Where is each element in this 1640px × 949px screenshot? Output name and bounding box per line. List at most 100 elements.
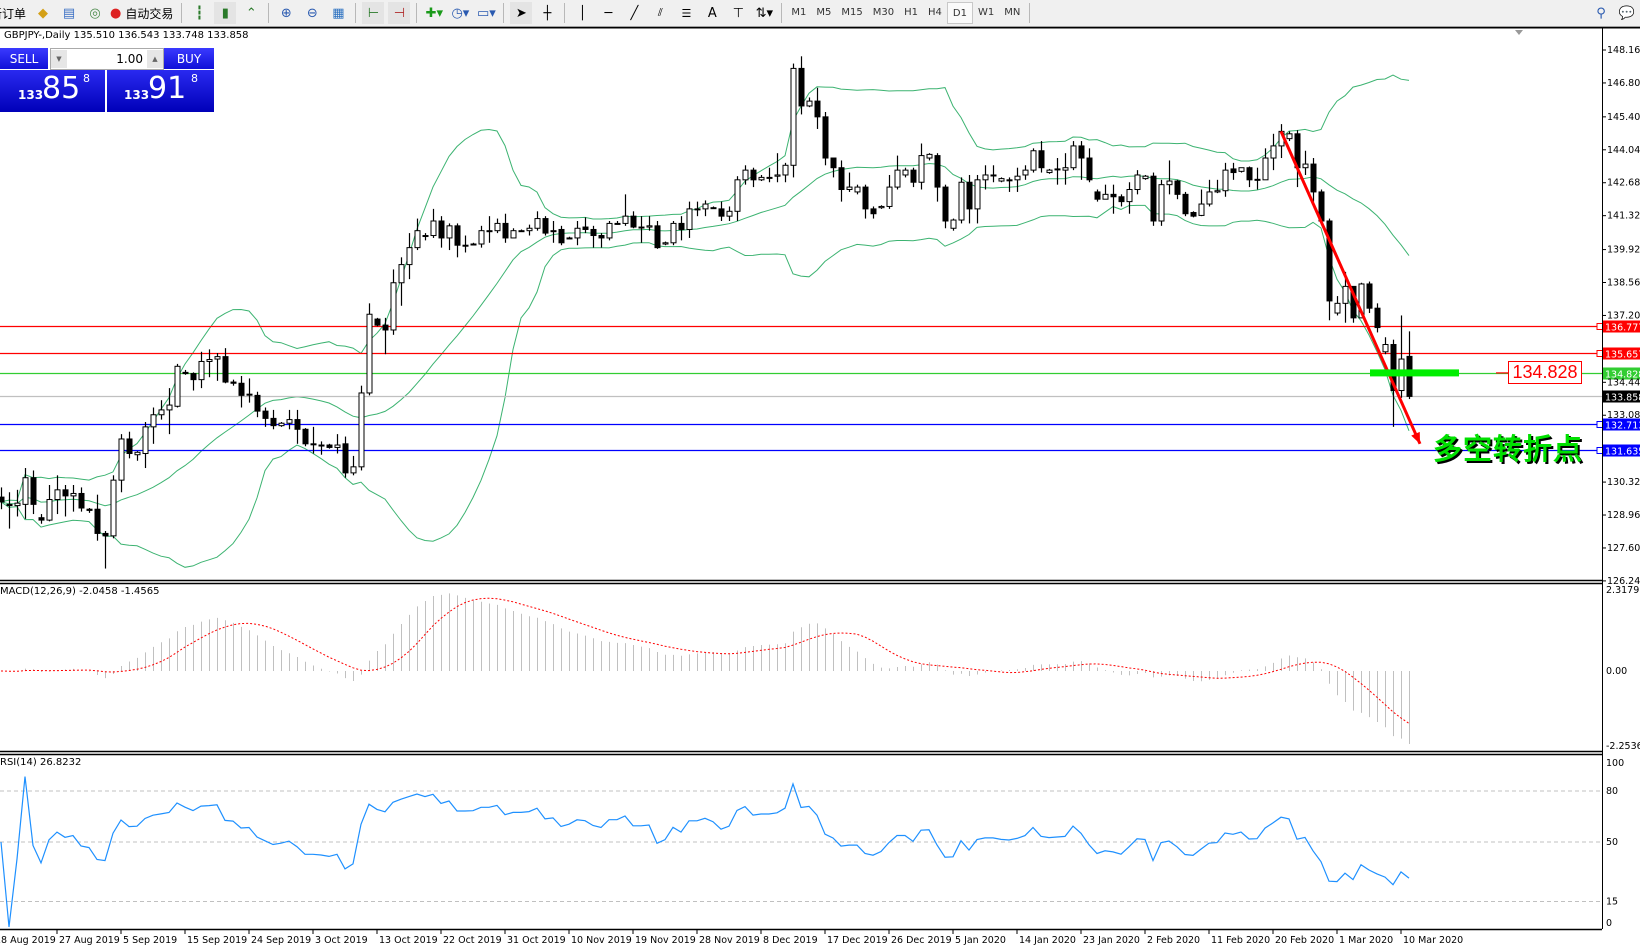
candle-body bbox=[678, 222, 685, 230]
candle bbox=[46, 484, 53, 522]
candle bbox=[950, 218, 957, 231]
candle bbox=[798, 56, 805, 115]
tile-windows-icon[interactable]: ▦ bbox=[332, 5, 345, 21]
chart-shift-icon[interactable]: ⊢ bbox=[362, 2, 385, 24]
zoom-in-icon[interactable]: ⊕ bbox=[280, 5, 292, 21]
timeframe-h1[interactable]: H1 bbox=[904, 6, 918, 18]
lot-increase-button[interactable]: ▲ bbox=[147, 50, 163, 68]
timeframe-m30[interactable]: M30 bbox=[872, 6, 895, 18]
sell-button[interactable]: SELL bbox=[0, 48, 48, 69]
candle bbox=[254, 391, 261, 418]
candle-body bbox=[670, 222, 677, 244]
bar-chart-icon[interactable]: ┇ bbox=[195, 5, 204, 21]
candle bbox=[6, 492, 13, 529]
fibonacci-icon[interactable]: ⫽ bbox=[657, 6, 663, 19]
sell-price-box[interactable]: 133 85 8 bbox=[0, 70, 105, 112]
candle-body bbox=[846, 186, 853, 191]
timeframe-w1[interactable]: W1 bbox=[977, 6, 995, 18]
timeframe-d1[interactable]: D1 bbox=[946, 2, 973, 24]
toolbar-separator bbox=[564, 3, 566, 23]
vertical-line-icon[interactable]: │ bbox=[578, 5, 587, 21]
candle bbox=[1254, 167, 1261, 190]
search-icon[interactable]: ⚲ bbox=[1596, 5, 1606, 21]
candle bbox=[270, 409, 277, 430]
timeframe-m5[interactable]: M5 bbox=[816, 6, 832, 18]
candle bbox=[550, 220, 557, 243]
crosshair-icon[interactable]: ┼ bbox=[543, 5, 552, 21]
price-axis-label: 127.600 bbox=[1607, 543, 1640, 554]
candle-body bbox=[918, 155, 925, 183]
candle-body bbox=[886, 186, 893, 207]
candle-body bbox=[902, 169, 909, 176]
candle bbox=[342, 436, 349, 478]
market-watch-icon[interactable]: ▤ bbox=[62, 5, 76, 21]
candle bbox=[958, 177, 965, 224]
candle bbox=[1366, 281, 1373, 314]
annotation-text[interactable]: 多空转折点 bbox=[1433, 432, 1584, 466]
candlestick-icon[interactable]: ▮ bbox=[214, 2, 237, 24]
price-tag-label: 134.828 bbox=[1605, 370, 1640, 381]
candle-body bbox=[582, 226, 589, 230]
candle-body bbox=[1342, 285, 1349, 304]
macd-panel bbox=[0, 593, 1410, 745]
candle-body bbox=[174, 365, 181, 407]
autotrade-button[interactable]: ● 自动交易 bbox=[110, 2, 175, 24]
price-tag bbox=[1603, 390, 1640, 403]
lot-decrease-button[interactable]: ▼ bbox=[51, 50, 67, 68]
date-axis-label: 19 Nov 2019 bbox=[635, 935, 696, 946]
candle-body bbox=[374, 318, 381, 326]
candle bbox=[438, 216, 445, 248]
date-axis-label: 31 Oct 2019 bbox=[507, 935, 566, 946]
buy-price-box[interactable]: 133 91 8 bbox=[107, 70, 214, 112]
candle-body bbox=[422, 235, 429, 238]
candle-body bbox=[1230, 168, 1237, 174]
annotation-price-label[interactable]: 134.828 bbox=[1508, 361, 1582, 384]
lot-size-input[interactable]: 1.00 bbox=[116, 52, 143, 66]
line-chart-icon[interactable]: ⌃ bbox=[245, 5, 257, 21]
timeframe-h4[interactable]: H4 bbox=[927, 6, 942, 18]
lot-size-stepper[interactable]: ▼ 1.00 ▲ bbox=[50, 48, 164, 70]
timeframe-m1[interactable]: M1 bbox=[791, 6, 807, 18]
autoscroll-icon[interactable]: ⊣ bbox=[388, 2, 411, 24]
text-label-icon[interactable]: ⊤ bbox=[732, 5, 745, 21]
gold-bars-icon[interactable]: ◆ bbox=[38, 5, 49, 21]
date-axis-label: 5 Sep 2019 bbox=[123, 935, 177, 946]
candle-body bbox=[358, 392, 365, 468]
rsi-axis-label: 0 bbox=[1606, 918, 1612, 929]
candle-body bbox=[686, 208, 693, 230]
timeframe-mn[interactable]: MN bbox=[1004, 6, 1021, 18]
signals-icon[interactable]: ◎ bbox=[89, 5, 101, 21]
trendline-icon[interactable]: ╱ bbox=[630, 5, 639, 21]
date-axis-label: 17 Dec 2019 bbox=[827, 935, 888, 946]
periods-icon[interactable]: ◷▾ bbox=[451, 5, 470, 21]
candle-body bbox=[822, 116, 829, 159]
date-axis-label: 24 Sep 2019 bbox=[251, 935, 311, 946]
fibo-fan-icon[interactable]: ☰ bbox=[681, 6, 692, 20]
candle-body bbox=[574, 227, 581, 239]
horizontal-line-icon[interactable]: ─ bbox=[604, 5, 613, 21]
candle-body bbox=[982, 174, 989, 181]
buy-button[interactable]: BUY bbox=[164, 48, 214, 69]
toolbar-separator bbox=[781, 3, 783, 23]
chat-icon[interactable]: 💬 bbox=[1618, 5, 1636, 21]
candle-body bbox=[62, 489, 69, 497]
candle-body bbox=[14, 502, 21, 507]
cursor-icon[interactable]: ➤ bbox=[510, 2, 533, 24]
candle bbox=[1406, 331, 1413, 400]
indicators-icon[interactable]: ✚▾ bbox=[425, 5, 444, 21]
date-axis-label: 10 Mar 2020 bbox=[1403, 935, 1463, 946]
text-icon[interactable]: A bbox=[707, 5, 717, 21]
candle bbox=[246, 378, 253, 403]
candle-body bbox=[1118, 196, 1125, 203]
templates-icon[interactable]: ▭▾ bbox=[476, 5, 496, 21]
candle bbox=[678, 216, 685, 241]
zoom-out-icon[interactable]: ⊖ bbox=[306, 5, 318, 21]
candle bbox=[854, 184, 861, 195]
new-order-button[interactable]: 新订单 bbox=[0, 6, 27, 21]
arrows-icon[interactable]: ⇅▾ bbox=[755, 5, 774, 21]
candle-body bbox=[1134, 174, 1141, 191]
candle bbox=[510, 228, 517, 239]
timeframe-m15[interactable]: M15 bbox=[841, 6, 863, 18]
candle-body bbox=[118, 438, 125, 481]
